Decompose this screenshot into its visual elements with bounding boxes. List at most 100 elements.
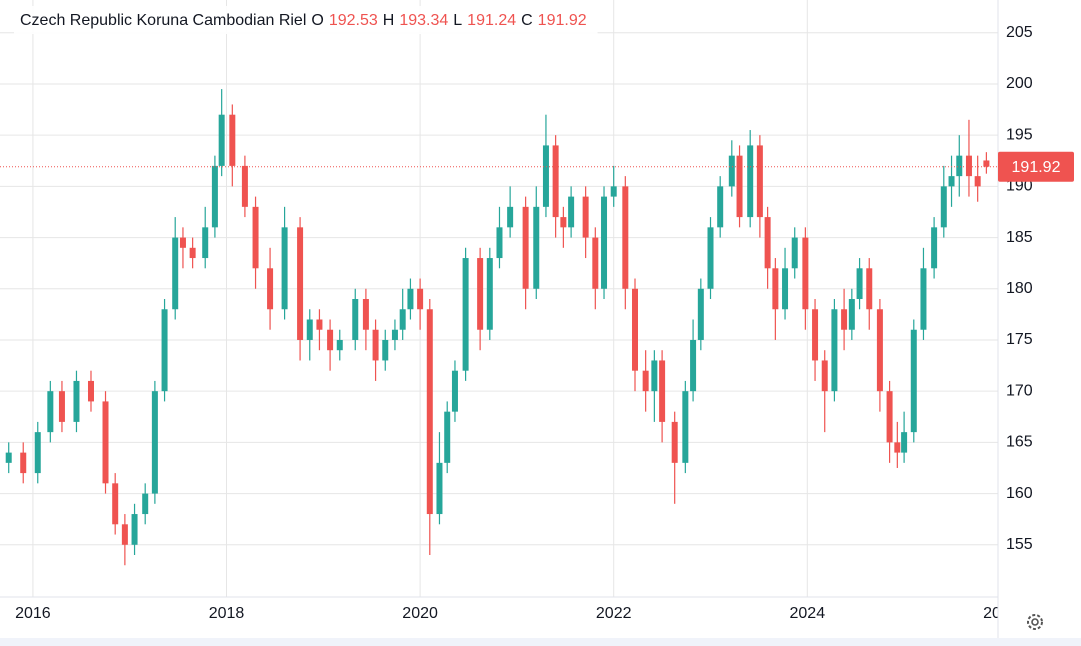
candle-body xyxy=(690,339,697,392)
candle-body xyxy=(651,360,658,392)
candle-body xyxy=(426,309,433,515)
candle xyxy=(965,119,972,197)
candle xyxy=(697,278,704,351)
candle xyxy=(568,186,575,238)
x-tick-label: 2026 xyxy=(983,605,1019,622)
candle-body xyxy=(131,514,138,545)
candle xyxy=(281,206,288,320)
x-axis: 2016 2018 2020 2022 2024 2026 xyxy=(15,605,1019,622)
candle-body xyxy=(568,196,575,228)
candle-body xyxy=(496,227,503,259)
candle xyxy=(782,247,789,320)
candle xyxy=(327,319,334,371)
candle-body xyxy=(211,165,218,228)
candle-body xyxy=(552,145,559,218)
candle xyxy=(522,196,529,310)
candle xyxy=(477,247,484,351)
legend: Czech Republic Koruna Cambodian Riel O 192… xyxy=(14,6,598,34)
candle-body xyxy=(848,299,855,330)
candle-body xyxy=(736,155,743,218)
y-tick-label: 205 xyxy=(1006,24,1033,41)
candle-body xyxy=(241,165,248,207)
candle-body xyxy=(417,288,424,310)
candle-body xyxy=(610,186,617,197)
candle-body xyxy=(940,186,947,228)
candle-body xyxy=(931,227,938,269)
ohlc-label: H xyxy=(383,12,395,29)
candle xyxy=(841,288,848,351)
candle-body xyxy=(642,370,649,392)
candle xyxy=(34,421,41,484)
candle-body xyxy=(764,217,771,269)
candle-body xyxy=(772,268,779,310)
candle xyxy=(736,145,743,228)
candle-body xyxy=(362,299,369,330)
ohlc-value: 191.24 xyxy=(467,12,516,29)
candle-body xyxy=(533,206,540,289)
candle-body xyxy=(910,329,917,433)
candle-body xyxy=(682,391,689,463)
candle-body xyxy=(202,227,209,259)
candle xyxy=(651,350,658,422)
candle xyxy=(142,483,149,525)
grid xyxy=(0,0,998,597)
y-axis: 155 160 165 170 175 180 185 190 195 200 205 xyxy=(1006,24,1033,553)
candle xyxy=(151,380,158,504)
candle-body xyxy=(507,206,514,228)
candle-body xyxy=(831,309,838,392)
y-tick-label: 175 xyxy=(1006,331,1033,348)
candle xyxy=(876,299,883,412)
candle-body xyxy=(316,319,323,330)
candle-body xyxy=(142,493,149,515)
y-tick-label: 170 xyxy=(1006,382,1033,399)
candle xyxy=(690,319,697,402)
y-tick-label: 200 xyxy=(1006,75,1033,92)
candle-body xyxy=(956,155,963,177)
candle-body xyxy=(179,237,186,248)
candle xyxy=(47,380,54,443)
candle-body xyxy=(87,380,94,402)
y-tick-label: 180 xyxy=(1006,280,1033,297)
candle-body xyxy=(901,432,908,453)
candle xyxy=(112,473,119,535)
candle-body xyxy=(218,114,225,166)
ohlc-label: C xyxy=(521,12,533,29)
candle xyxy=(659,350,666,443)
candle xyxy=(496,206,503,269)
candle xyxy=(682,380,689,474)
candle xyxy=(848,288,855,340)
last-price-box xyxy=(998,151,1074,182)
candle xyxy=(974,155,981,202)
candle-body xyxy=(821,360,828,392)
candle xyxy=(211,155,218,238)
candle-body xyxy=(189,247,196,259)
candle xyxy=(772,258,779,340)
candle xyxy=(831,299,838,402)
candle xyxy=(582,186,589,259)
settings-icon[interactable] xyxy=(1027,614,1043,630)
candle-body xyxy=(920,268,927,330)
candle-body xyxy=(382,339,389,361)
candle xyxy=(218,89,225,177)
candle-body xyxy=(974,176,981,187)
candle xyxy=(172,217,179,320)
candle-body xyxy=(297,227,304,340)
candle xyxy=(316,309,323,351)
candle xyxy=(121,514,128,566)
candle xyxy=(747,130,754,228)
candle-body xyxy=(592,237,599,289)
candle xyxy=(601,186,608,300)
candle xyxy=(241,155,248,218)
candle-body xyxy=(522,206,529,289)
candle-body xyxy=(73,380,80,422)
candle-body xyxy=(632,288,639,371)
candle-body xyxy=(659,360,666,422)
candle xyxy=(451,360,458,422)
x-tick-label: 2020 xyxy=(402,605,438,622)
candle-body xyxy=(407,288,414,310)
y-tick-label: 165 xyxy=(1006,434,1033,451)
candle xyxy=(391,319,398,351)
candle xyxy=(856,258,863,310)
candle xyxy=(179,227,186,269)
candle-body xyxy=(542,145,549,207)
